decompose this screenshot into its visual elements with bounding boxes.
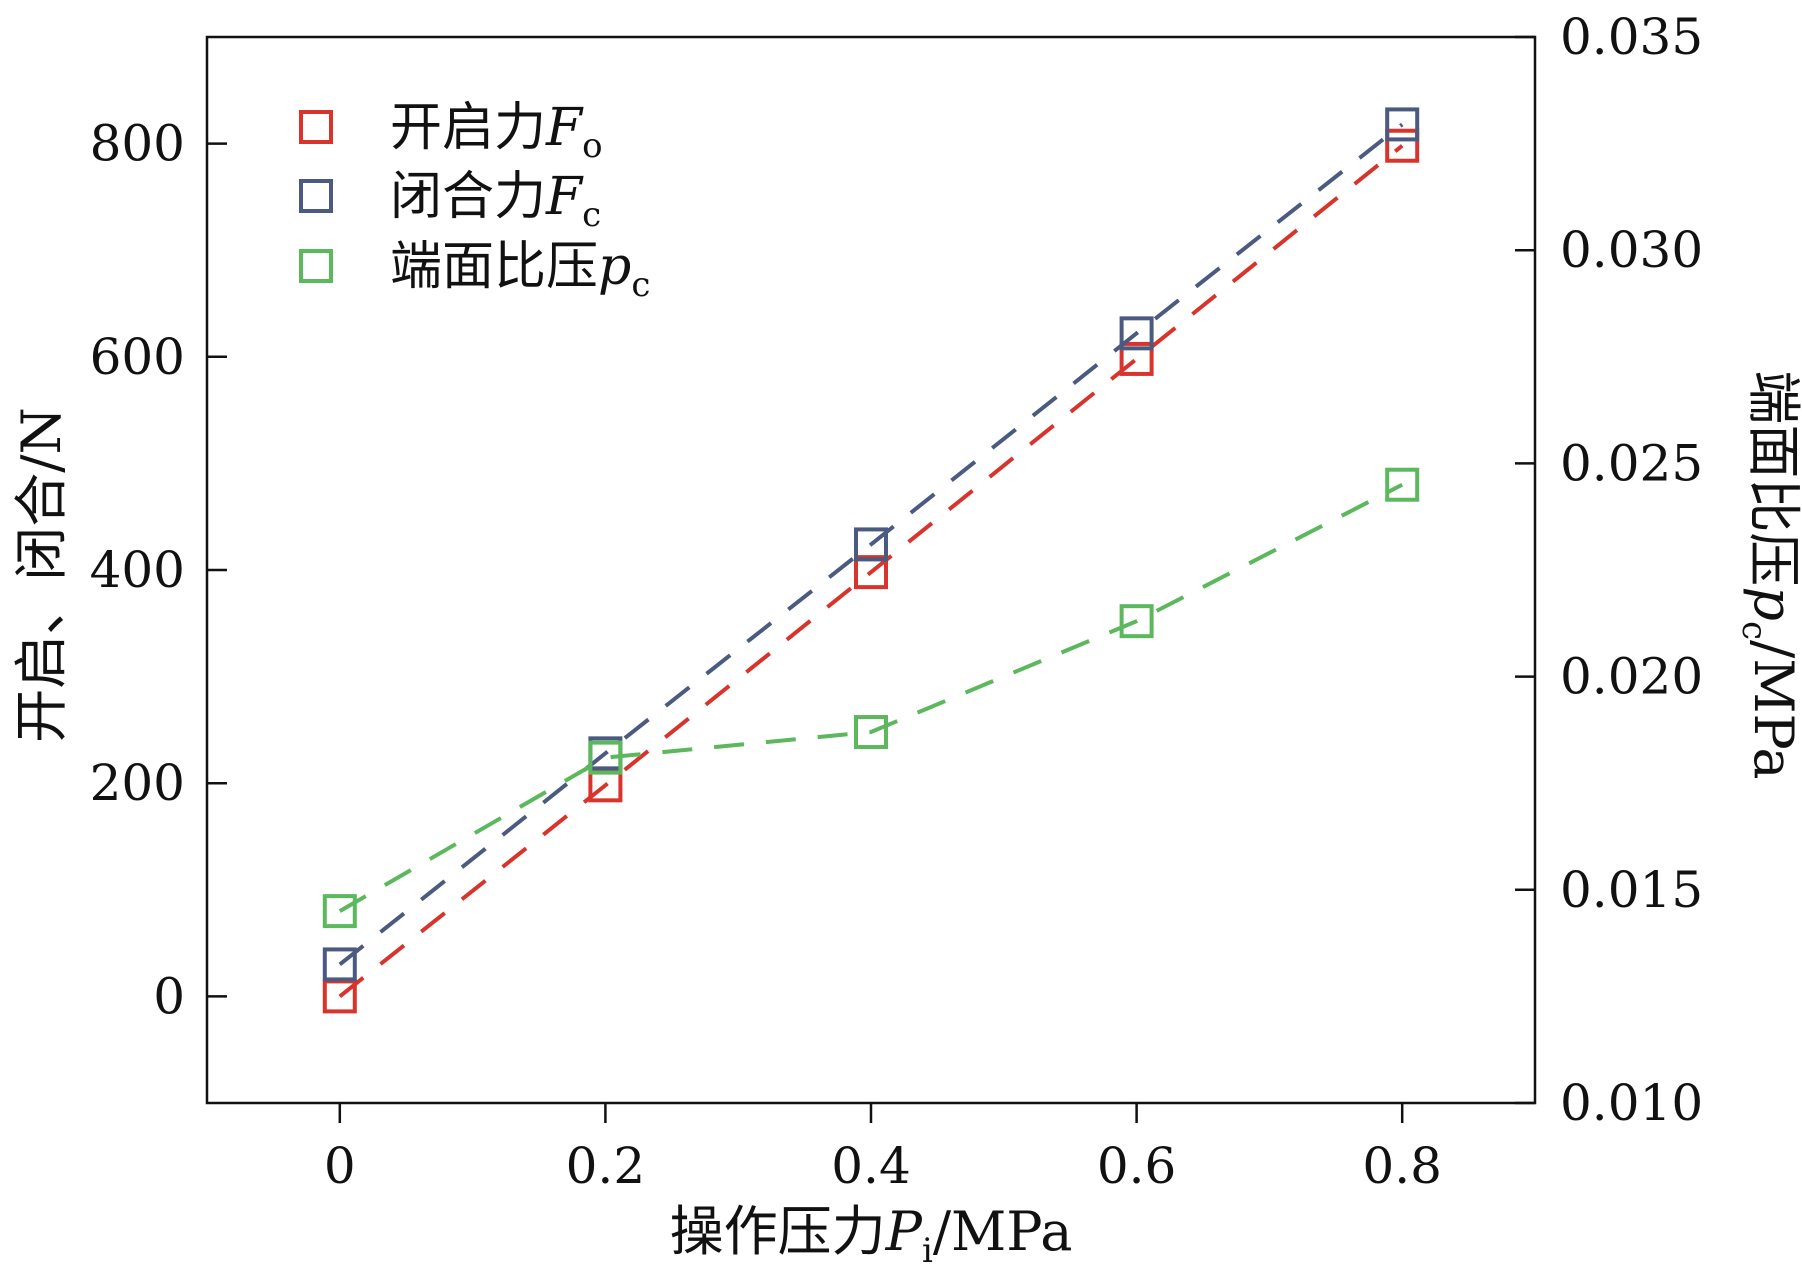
series-2-point (588, 740, 623, 775)
y-right-tick-label: 0.030 (1560, 221, 1703, 279)
series-2-point (1385, 467, 1420, 502)
x-axis-title-symbol: P (885, 1200, 924, 1263)
legend-marker-2 (299, 249, 333, 283)
y-right-axis-title-symbol: p (1742, 586, 1802, 621)
y-right-tick-label: 0.010 (1560, 1074, 1703, 1132)
y-right-tick-label: 0.025 (1560, 434, 1703, 492)
x-axis-title: 操作压力Pi/MPa (670, 1200, 1073, 1271)
y-left-tick-label: 0 (153, 967, 185, 1025)
series-1-point (1119, 316, 1154, 351)
y-right-tick-label: 0.015 (1560, 861, 1703, 919)
legend-label-subscript: c (582, 195, 601, 235)
series-0-point (1119, 341, 1154, 376)
series-2-point (1119, 604, 1154, 639)
x-tick-label: 0.6 (1097, 1137, 1177, 1195)
x-tick-label: 0.2 (566, 1137, 646, 1195)
y-left-tick-label: 600 (90, 328, 185, 386)
x-axis-title-subscript: i (922, 1231, 933, 1271)
legend-marker-0 (299, 110, 333, 144)
legend-marker-1 (299, 179, 333, 213)
y-right-axis-title: 端面比压pc/MPa (1734, 370, 1802, 779)
y-right-tick-label: 0.035 (1560, 8, 1703, 66)
series-0-point (854, 555, 888, 590)
series-layer (322, 107, 1420, 1014)
legend-label-1: 闭合力Fc (390, 167, 601, 235)
legend-label-main: 端面比压 (390, 237, 598, 297)
legend-label-main: 开启力 (390, 98, 546, 158)
series-1-point (322, 947, 357, 982)
y-left-tick-label: 200 (90, 754, 185, 812)
legend-label-main: 闭合力 (390, 167, 546, 227)
y-right-tick-label: 0.020 (1560, 648, 1703, 706)
y-left-tick-label: 800 (90, 115, 185, 173)
x-axis-title-unit: /MPa (933, 1200, 1073, 1263)
series-1-point (1385, 107, 1420, 142)
y-right-axis-title-main: 端面比压 (1742, 370, 1802, 586)
y-right-axis-title-unit: /MPa (1742, 640, 1802, 780)
series-1-point (854, 527, 888, 562)
series-2-point (854, 715, 888, 750)
x-axis-title-main: 操作压力 (670, 1200, 886, 1263)
legend-label-0: 开启力Fo (390, 98, 603, 166)
y-left-axis-title: 开启、闭合/N (10, 407, 73, 742)
legend-label-subscript: o (582, 126, 602, 166)
series-1-line (338, 122, 1404, 966)
y-right-axis-title-subscript: c (1734, 621, 1774, 640)
series-2-line (338, 482, 1404, 913)
legend-label-symbol: p (598, 237, 631, 297)
x-tick-label: 0 (324, 1137, 356, 1195)
axes: 0 0.2 0.4 0.6 0.8 0 200 400 600 800 0.010 0.015 0.02… (90, 8, 1704, 1195)
legend-label-symbol: F (545, 167, 584, 227)
series-0-line (338, 144, 1404, 998)
legend-label-subscript: c (631, 265, 650, 305)
y-left-tick-label: 400 (90, 541, 185, 599)
legend-label-2: 端面比压pc (390, 237, 650, 305)
x-tick-label: 0.4 (831, 1137, 911, 1195)
series-2-point (322, 894, 357, 929)
series-0-point (1385, 128, 1420, 163)
legend-label-symbol: F (545, 98, 584, 158)
x-tick-label: 0.8 (1362, 1137, 1442, 1195)
